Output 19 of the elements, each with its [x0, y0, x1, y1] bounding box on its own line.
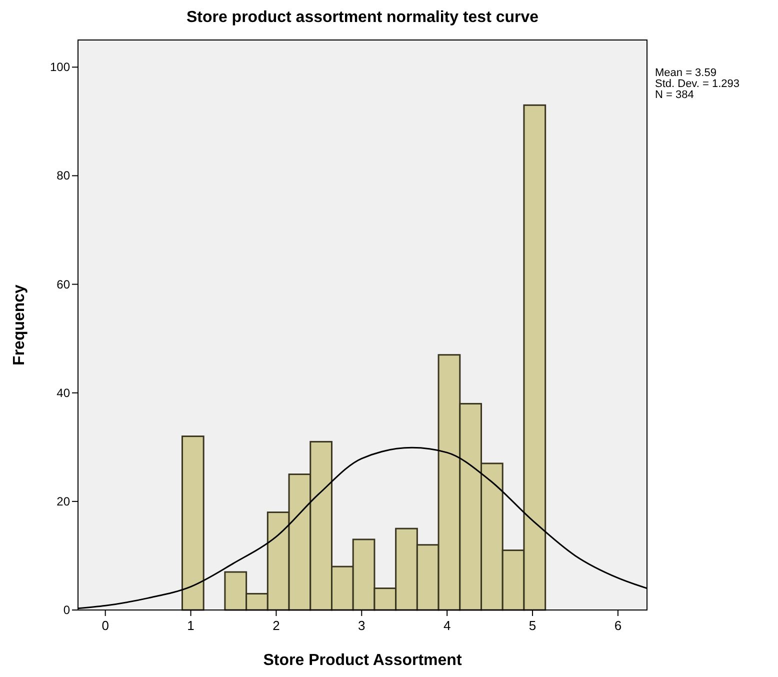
text: N = 384	[655, 89, 694, 101]
y-tick-label: 40	[56, 386, 70, 400]
x-tick-label: 5	[528, 618, 536, 633]
y-tick-label: 80	[56, 168, 70, 183]
y-tick-label: 60	[56, 277, 70, 292]
x-tick-label: 6	[614, 618, 622, 633]
x-axis-title: Store Product Assortment	[263, 652, 462, 669]
text: Mean = 3.59	[655, 67, 716, 79]
text: Std. Dev. = 1.293	[655, 78, 740, 90]
x-tick-label: 0	[102, 618, 109, 633]
y-axis-title: Frequency	[11, 284, 28, 366]
x-tick-label: 2	[272, 618, 280, 633]
y-tick-label: 100	[50, 60, 70, 74]
x-tick-label: 4	[443, 618, 451, 633]
y-tick-label: 0	[63, 603, 70, 617]
chart-title: Store product assortment normality test curve	[186, 9, 539, 26]
y-tick-label: 20	[56, 494, 70, 508]
x-tick-label: 3	[358, 618, 366, 633]
x-tick-label: 1	[187, 618, 194, 633]
